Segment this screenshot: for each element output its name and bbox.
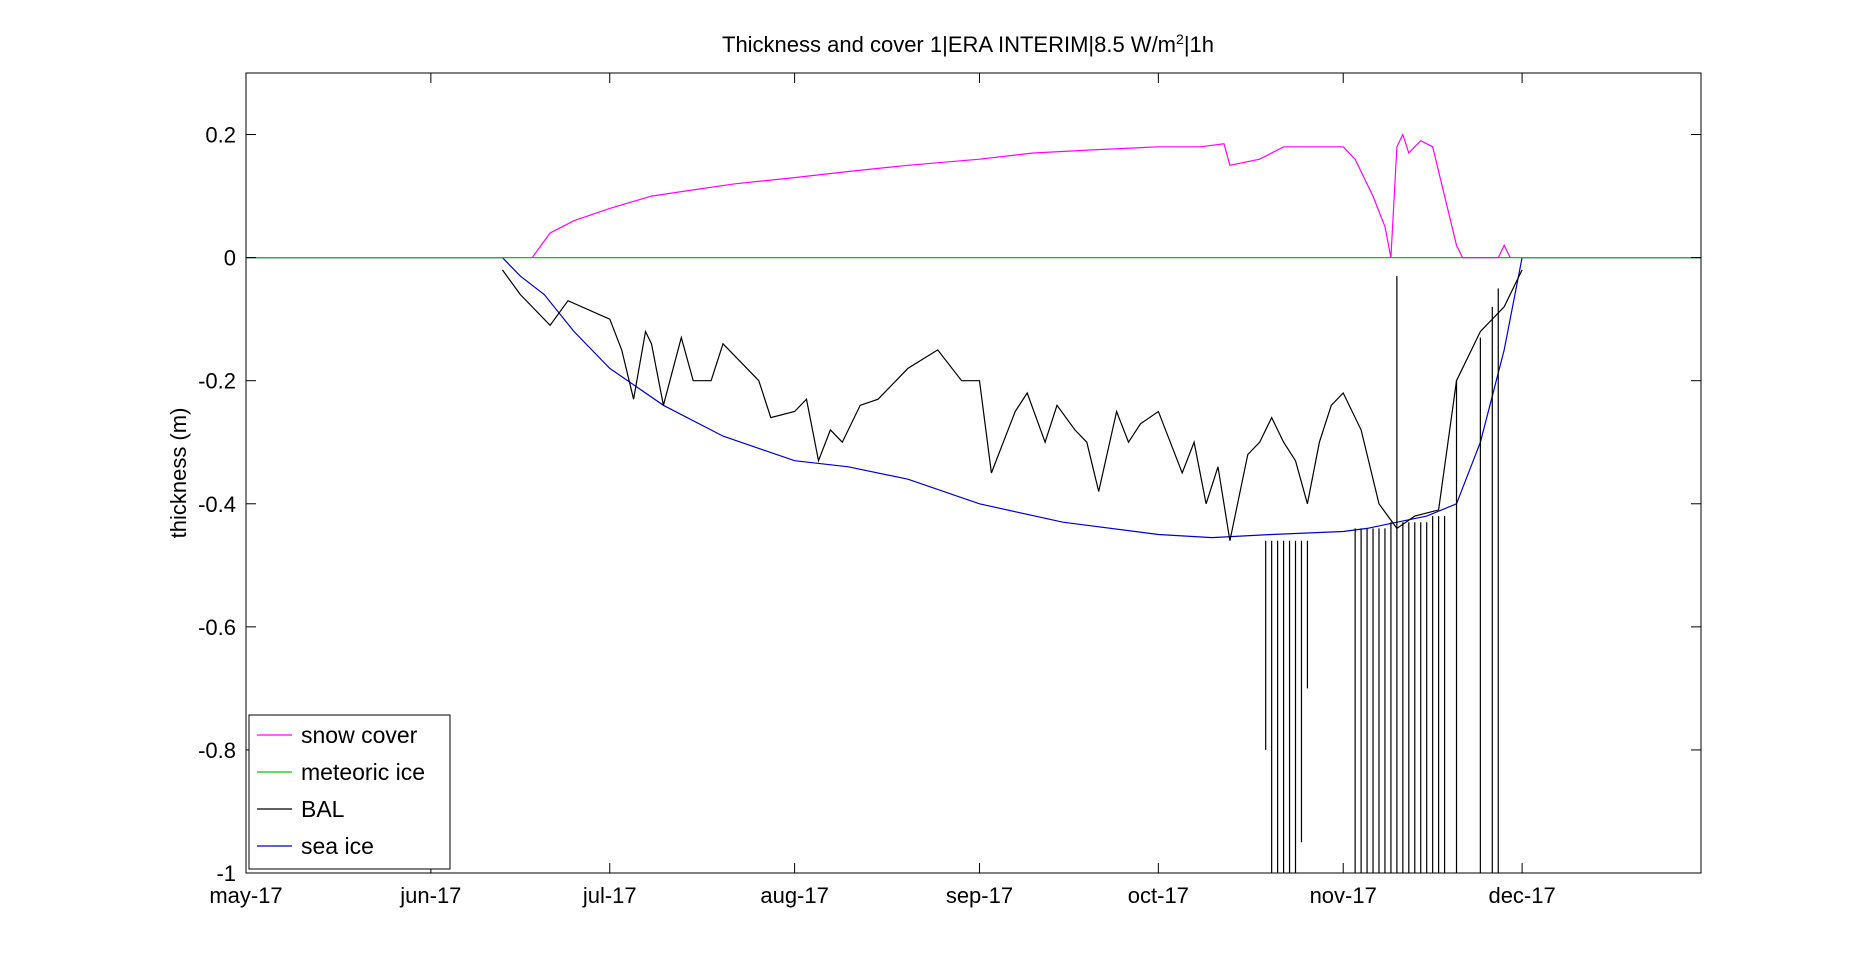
legend-label-meteoric-ice: meteoric ice xyxy=(301,759,425,785)
y-tick-label: 0.2 xyxy=(205,123,236,148)
y-tick-label: -0.4 xyxy=(198,492,236,517)
series-line-snow-cover xyxy=(531,132,1511,259)
chart-title-suffix: |1h xyxy=(1184,32,1214,57)
x-tick-label: oct-17 xyxy=(1128,883,1189,908)
legend-label-snow-cover: snow cover xyxy=(301,722,418,748)
y-tick-label: -1 xyxy=(216,861,236,886)
y-tick-label: 0 xyxy=(224,246,236,271)
x-tick-label: jul-17 xyxy=(582,883,637,908)
chart-title-superscript: 2 xyxy=(1176,31,1184,47)
chart-title: Thickness and cover 1|ERA INTERIM|8.5 W/… xyxy=(722,31,1214,57)
x-tick-label: aug-17 xyxy=(760,883,829,908)
chart-title-main: Thickness and cover 1|ERA INTERIM|8.5 W/… xyxy=(722,32,1176,57)
ticks-layer: may-17 jun-17 jul-17 aug-17 sep-17 oct-17 nov-… xyxy=(198,73,1701,908)
x-tick-label: sep-17 xyxy=(946,883,1013,908)
legend-label-sea-ice: sea ice xyxy=(301,833,374,859)
series-layer xyxy=(246,132,1701,873)
series-line-BAL xyxy=(501,269,1523,541)
x-tick-label: nov-17 xyxy=(1310,883,1377,908)
legend-label-BAL: BAL xyxy=(301,796,345,822)
x-tick-label: jun-17 xyxy=(399,883,461,908)
y-axis-label: thickness (m) xyxy=(166,408,191,539)
plot-frame xyxy=(245,72,1702,874)
y-tick-label: -0.6 xyxy=(198,615,236,640)
x-tick-label: dec-17 xyxy=(1488,883,1555,908)
legend: snow cover meteoric ice BAL sea ice xyxy=(248,714,451,870)
y-tick-label: -0.2 xyxy=(198,369,236,394)
y-tick-label: -0.8 xyxy=(198,738,236,763)
legend-box xyxy=(248,714,451,870)
x-tick-label: may-17 xyxy=(209,883,282,908)
plot-area xyxy=(246,73,1701,873)
